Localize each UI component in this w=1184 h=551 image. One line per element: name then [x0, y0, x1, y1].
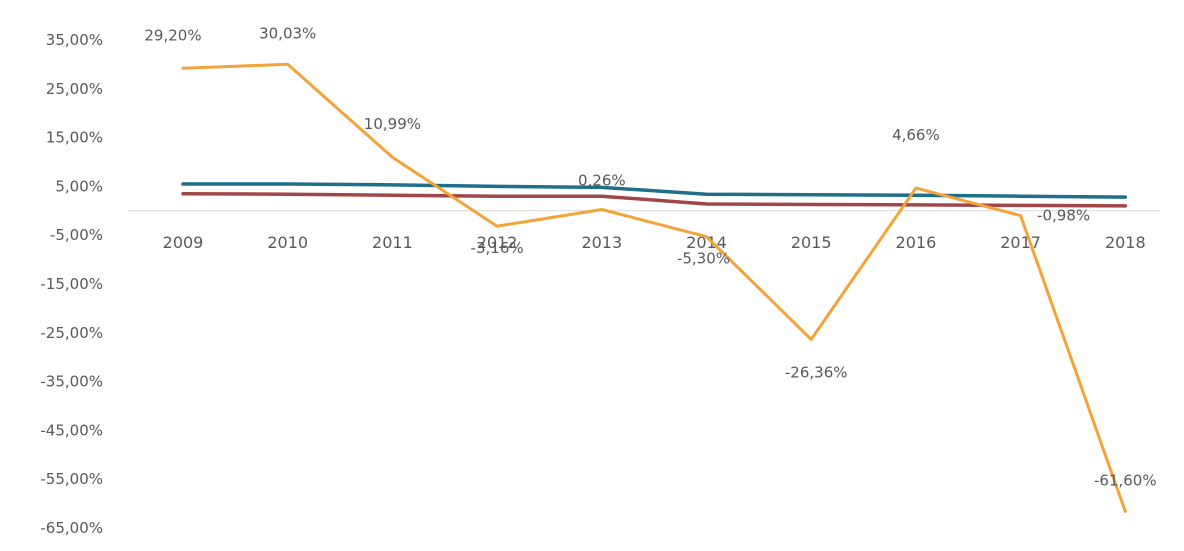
x-tick-label: 2013	[581, 233, 622, 252]
data-label: -3,16%	[471, 239, 524, 257]
series-line-3	[181, 191, 1128, 208]
x-axis-tick-labels: 2009 2010 2011 2012 2013 2014 2015 2016 2017 2018	[163, 233, 1146, 252]
y-tick-label: -35,00%	[40, 373, 103, 391]
y-axis-tick-labels: 35,00% 25,00% 15,00% 5,00% -5,00% -15,00% -25,…	[40, 31, 103, 537]
y-tick-label: 35,00%	[46, 31, 103, 49]
data-label: -0,98%	[1037, 207, 1090, 225]
y-tick-label: -55,00%	[40, 470, 103, 488]
x-tick-label: 2017	[1000, 233, 1041, 252]
y-tick-label: -45,00%	[40, 421, 103, 439]
series-line-1	[181, 62, 1127, 513]
x-tick-label: 2012	[477, 233, 518, 252]
y-tick-label: -5,00%	[50, 226, 103, 244]
y-tick-label: -65,00%	[40, 519, 103, 537]
data-label: 10,99%	[364, 115, 421, 133]
y-tick-label: -25,00%	[40, 324, 103, 342]
data-label: -26,36%	[785, 363, 848, 381]
data-label: -5,30%	[677, 250, 730, 268]
data-label: -61,60%	[1094, 471, 1157, 489]
chart-series	[181, 62, 1128, 513]
y-tick-label: -15,00%	[40, 275, 103, 293]
x-tick-label: 2015	[791, 233, 832, 252]
y-tick-label: 15,00%	[46, 129, 103, 147]
x-tick-label: 2018	[1105, 233, 1146, 252]
data-label: 29,20%	[144, 26, 201, 44]
x-tick-label: 2011	[372, 233, 413, 252]
data-label: 4,66%	[892, 126, 940, 144]
series-line-2	[181, 182, 1128, 199]
y-tick-label: 5,00%	[55, 177, 103, 195]
x-tick-label: 2010	[267, 233, 308, 252]
data-label: 0,26%	[578, 172, 626, 190]
y-tick-label: 25,00%	[46, 80, 103, 98]
x-tick-label: 2009	[163, 233, 204, 252]
data-label: 30,03%	[259, 24, 316, 42]
x-tick-label: 2016	[896, 233, 937, 252]
data-labels: 29,20% 30,03% 10,99% -3,16% 0,26% -5,30% -26,3…	[144, 24, 1156, 489]
